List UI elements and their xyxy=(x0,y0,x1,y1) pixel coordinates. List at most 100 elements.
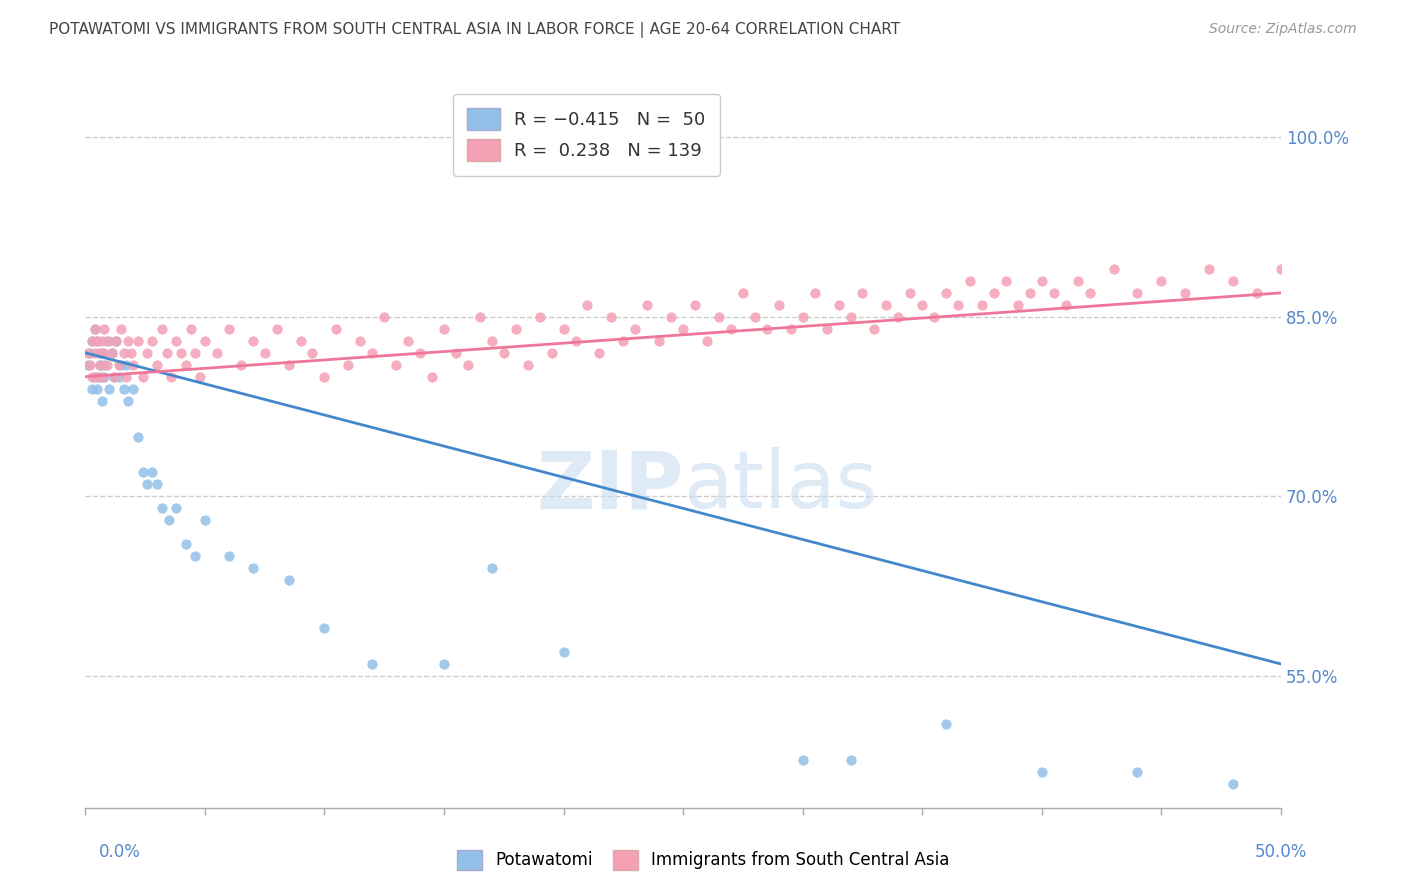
Point xyxy=(122,358,145,372)
Point xyxy=(1198,262,1220,277)
Point xyxy=(107,358,129,372)
Point xyxy=(529,310,551,324)
Point xyxy=(1222,777,1244,791)
Text: Source: ZipAtlas.com: Source: ZipAtlas.com xyxy=(1209,22,1357,37)
Point xyxy=(1174,285,1197,300)
Point xyxy=(361,345,384,359)
Point xyxy=(1066,274,1088,288)
Point xyxy=(898,285,921,300)
Point xyxy=(100,345,122,359)
Point xyxy=(89,369,111,384)
Point xyxy=(803,285,825,300)
Point xyxy=(301,345,323,359)
Text: 50.0%: 50.0% xyxy=(1256,843,1308,861)
Point xyxy=(659,310,682,324)
Point xyxy=(1031,764,1053,779)
Point xyxy=(922,310,945,324)
Point xyxy=(93,345,115,359)
Point xyxy=(89,358,111,372)
Point xyxy=(433,322,456,336)
Point xyxy=(481,334,503,348)
Point xyxy=(970,298,993,312)
Point xyxy=(98,334,121,348)
Point xyxy=(911,298,934,312)
Point xyxy=(83,345,105,359)
Point xyxy=(707,310,730,324)
Point xyxy=(1294,274,1316,288)
Point xyxy=(157,513,180,527)
Point xyxy=(105,334,128,348)
Point xyxy=(1150,274,1173,288)
Point xyxy=(851,285,873,300)
Point xyxy=(648,334,671,348)
Point xyxy=(935,285,957,300)
Point xyxy=(337,358,360,372)
Point xyxy=(89,358,111,372)
Point xyxy=(385,358,408,372)
Point xyxy=(815,322,838,336)
Point xyxy=(174,358,197,372)
Point xyxy=(136,477,159,491)
Point xyxy=(96,358,118,372)
Point xyxy=(218,322,240,336)
Point xyxy=(1007,298,1029,312)
Point xyxy=(481,561,503,575)
Point xyxy=(277,358,299,372)
Legend: R = −0.415   N =  50, R =  0.238   N = 139: R = −0.415 N = 50, R = 0.238 N = 139 xyxy=(453,94,720,176)
Point xyxy=(612,334,634,348)
Point xyxy=(76,358,98,372)
Point xyxy=(205,345,228,359)
Point xyxy=(83,322,105,336)
Point xyxy=(983,285,1005,300)
Point xyxy=(91,334,114,348)
Point xyxy=(79,358,101,372)
Point xyxy=(314,621,336,635)
Point xyxy=(755,322,778,336)
Point xyxy=(266,322,288,336)
Point xyxy=(420,369,443,384)
Point xyxy=(457,358,479,372)
Point xyxy=(373,310,395,324)
Point xyxy=(86,334,108,348)
Point xyxy=(253,345,276,359)
Point xyxy=(103,369,125,384)
Point xyxy=(1031,274,1053,288)
Point xyxy=(120,345,142,359)
Point xyxy=(468,310,491,324)
Point xyxy=(170,345,193,359)
Point xyxy=(792,753,814,767)
Point xyxy=(112,382,135,396)
Point xyxy=(110,358,132,372)
Point xyxy=(396,334,419,348)
Point xyxy=(1222,274,1244,288)
Point xyxy=(194,513,217,527)
Point xyxy=(696,334,718,348)
Point xyxy=(218,549,240,564)
Point xyxy=(141,466,163,480)
Point xyxy=(409,345,432,359)
Point xyxy=(1341,274,1364,288)
Point xyxy=(444,345,467,359)
Point xyxy=(863,322,886,336)
Point xyxy=(624,322,647,336)
Point xyxy=(194,334,217,348)
Point xyxy=(136,345,159,359)
Point xyxy=(82,382,104,396)
Point xyxy=(82,334,104,348)
Point xyxy=(1018,285,1040,300)
Text: atlas: atlas xyxy=(683,448,877,525)
Point xyxy=(146,477,169,491)
Point xyxy=(887,310,910,324)
Point xyxy=(827,298,849,312)
Point xyxy=(93,369,115,384)
Point xyxy=(79,345,101,359)
Point xyxy=(117,393,139,408)
Point xyxy=(672,322,695,336)
Point xyxy=(127,429,149,443)
Text: 0.0%: 0.0% xyxy=(98,843,141,861)
Point xyxy=(314,369,336,384)
Point xyxy=(994,274,1017,288)
Point xyxy=(1126,764,1149,779)
Point xyxy=(110,322,132,336)
Point xyxy=(1246,285,1268,300)
